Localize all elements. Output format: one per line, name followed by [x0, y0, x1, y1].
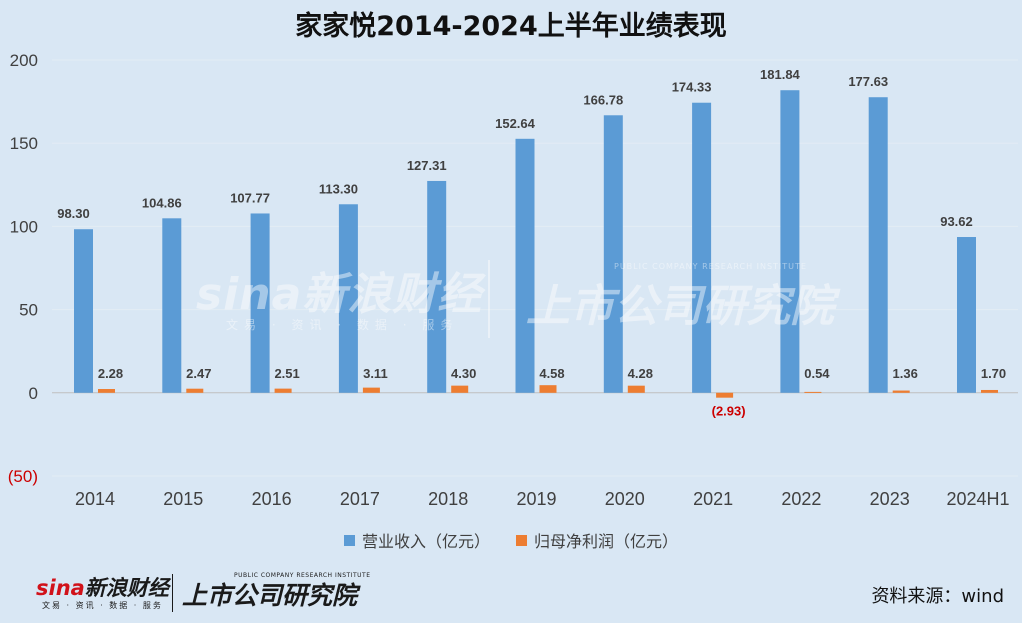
legend-swatch-net-profit	[516, 534, 527, 546]
institute-logo-en: PUBLIC COMPANY RESEARCH INSTITUTE	[234, 572, 371, 579]
x-tick-label: 2020	[605, 489, 645, 509]
bar-net-profit	[451, 385, 469, 393]
sina-logo-text: sina新浪财经	[36, 576, 169, 600]
data-label-net-profit: 3.11	[363, 366, 388, 381]
bar-revenue	[162, 218, 182, 393]
legend-label-net-profit: 归母净利润（亿元）	[534, 532, 679, 551]
data-label-revenue: 177.63	[848, 74, 888, 89]
x-tick-label: 2015	[163, 489, 203, 509]
bar-revenue	[868, 97, 888, 393]
y-tick-label: 50	[19, 301, 38, 320]
data-source: 资料来源：wind	[871, 586, 1004, 607]
bar-revenue	[780, 90, 800, 393]
bar-net-profit	[186, 388, 204, 393]
x-axis-ticks: 2014 2015 2016 2017 2018 2019 2020 2021 2022 2023…	[75, 489, 1010, 509]
data-label-net-profit: 1.36	[893, 366, 918, 381]
data-label-net-profit: 0.54	[804, 366, 830, 381]
data-label-revenue: 166.78	[583, 92, 623, 107]
bar-net-profit	[892, 390, 910, 393]
x-tick-label: 2018	[428, 489, 468, 509]
legend-swatch-revenue	[343, 534, 355, 546]
bar-net-profit	[804, 391, 822, 393]
data-label-revenue: 181.84	[760, 67, 801, 82]
data-label-revenue: 93.62	[940, 214, 973, 229]
data-label-revenue: 107.77	[230, 190, 270, 205]
y-axis-ticks: (50) 0 50 100 150 200	[8, 51, 38, 486]
sina-finance-logo: sina新浪财经 文易 · 资讯 · 数据 · 服务 PUBLIC COMPAN…	[36, 572, 376, 616]
data-labels: 98.30 2.28 104.86 2.47 107.77 2.51 113.30 3.11 1…	[57, 67, 1006, 418]
bar-net-profit	[716, 392, 734, 398]
x-tick-label: 2017	[340, 489, 380, 509]
bar-net-profit	[539, 385, 557, 393]
grid-lines	[52, 59, 1018, 477]
data-label-net-profit: 2.47	[186, 366, 211, 381]
bar-net-profit	[362, 387, 380, 393]
data-label-net-profit: 4.30	[451, 366, 476, 381]
bar-revenue	[338, 204, 358, 393]
data-label-net-profit: 2.28	[98, 366, 123, 381]
logo-divider	[172, 574, 173, 612]
x-tick-label: 2016	[252, 489, 292, 509]
data-label-revenue: 174.33	[672, 80, 712, 95]
bar-revenue	[957, 237, 976, 393]
legend-item-net-profit: 归母净利润（亿元）	[516, 528, 678, 552]
bar-revenue	[603, 115, 623, 393]
bars	[74, 90, 998, 398]
y-tick-label: 200	[10, 51, 38, 70]
x-tick-label: 2014	[75, 489, 115, 509]
y-tick-label: 100	[10, 217, 38, 236]
legend-item-revenue: 营业收入（亿元）	[343, 528, 490, 552]
data-label-net-profit: 4.58	[539, 366, 564, 381]
bar-net-profit	[981, 389, 998, 393]
bar-revenue	[515, 138, 535, 393]
bar-net-profit	[274, 388, 292, 393]
bar-revenue	[692, 102, 712, 393]
x-tick-label: 2019	[516, 489, 556, 509]
bar-revenue	[74, 229, 93, 393]
chart-legend: 营业收入（亿元） 归母净利润（亿元）	[0, 528, 1022, 552]
bar-revenue	[427, 180, 447, 393]
x-tick-label: 2023	[870, 489, 910, 509]
y-tick-label: 150	[10, 134, 38, 153]
data-label-revenue: 98.30	[57, 206, 90, 221]
sina-logo-subtitle: 文易 · 资讯 · 数据 · 服务	[42, 601, 163, 610]
bar-net-profit	[627, 385, 645, 393]
x-tick-label: 2021	[693, 489, 733, 509]
chart-title: 家家悦2014-2024上半年业绩表现	[295, 11, 727, 42]
y-tick-label: 0	[29, 384, 38, 403]
data-label-net-profit: 2.51	[274, 366, 299, 381]
data-label-net-profit: 4.28	[628, 366, 653, 381]
x-tick-label: 2022	[781, 489, 821, 509]
data-label-revenue: 113.30	[319, 181, 358, 196]
data-label-revenue: 152.64	[495, 116, 536, 131]
institute-logo: 上市公司研究院	[182, 581, 358, 610]
data-label-net-profit: 1.70	[981, 366, 1006, 381]
data-label-revenue: 127.31	[407, 158, 447, 173]
legend-label-revenue: 营业收入（亿元）	[361, 532, 490, 551]
data-label-net-profit: (2.93)	[712, 404, 746, 419]
x-tick-label: 2024H1	[946, 489, 1009, 509]
data-label-revenue: 104.86	[142, 195, 182, 210]
bar-net-profit	[98, 389, 115, 393]
bar-revenue	[250, 213, 270, 393]
y-tick-label: (50)	[8, 467, 38, 486]
